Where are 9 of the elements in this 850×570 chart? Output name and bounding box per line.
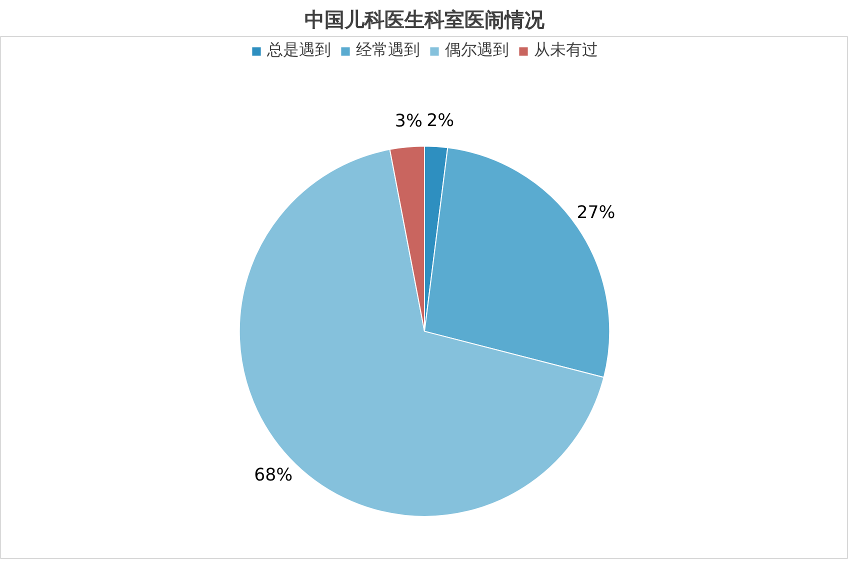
data-label: 27%	[576, 203, 616, 224]
legend-label: 经常遇到	[356, 40, 420, 61]
legend-label: 总是遇到	[267, 40, 331, 61]
data-label: 2%	[426, 111, 454, 132]
data-label: 3%	[394, 111, 422, 132]
data-label: 68%	[254, 465, 293, 486]
legend-label: 从未有过	[534, 40, 598, 61]
legend-label: 偶尔遇到	[445, 40, 509, 61]
chart-title: 中国儿科医生科室医闹情况	[304, 8, 546, 32]
